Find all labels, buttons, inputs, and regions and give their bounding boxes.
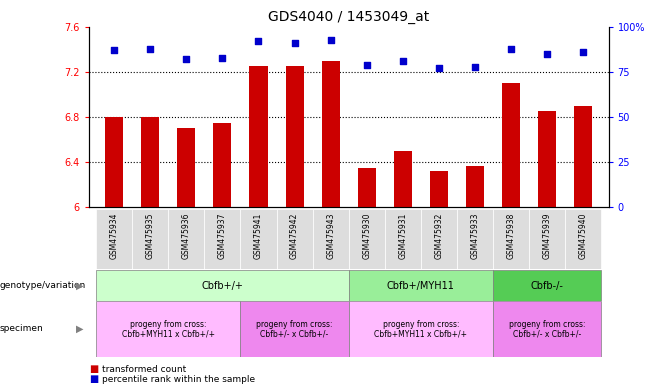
Bar bbox=[421, 209, 457, 269]
Text: progeny from cross:
Cbfb+MYH11 x Cbfb+/+: progeny from cross: Cbfb+MYH11 x Cbfb+/+ bbox=[122, 319, 215, 339]
Text: GSM475942: GSM475942 bbox=[290, 212, 299, 259]
Bar bbox=[96, 209, 132, 269]
Text: GSM475936: GSM475936 bbox=[182, 212, 191, 259]
Bar bbox=[538, 111, 556, 207]
Bar bbox=[493, 270, 601, 301]
Text: progeny from cross:
Cbfb+/- x Cbfb+/-: progeny from cross: Cbfb+/- x Cbfb+/- bbox=[509, 319, 586, 339]
Bar bbox=[132, 209, 168, 269]
Bar bbox=[385, 209, 421, 269]
Text: Cbfb+/+: Cbfb+/+ bbox=[201, 281, 243, 291]
Point bbox=[326, 36, 336, 43]
Text: GSM475937: GSM475937 bbox=[218, 212, 227, 259]
Bar bbox=[205, 209, 240, 269]
Point bbox=[109, 47, 119, 53]
Text: GSM475938: GSM475938 bbox=[507, 212, 516, 259]
Text: GSM475935: GSM475935 bbox=[145, 212, 155, 259]
Text: ▶: ▶ bbox=[76, 323, 83, 333]
Bar bbox=[565, 209, 601, 269]
Bar bbox=[141, 117, 159, 207]
Bar bbox=[430, 171, 448, 207]
Point bbox=[145, 45, 155, 51]
Bar bbox=[322, 61, 340, 207]
Bar bbox=[240, 301, 349, 357]
Bar bbox=[349, 209, 385, 269]
Point bbox=[434, 65, 444, 71]
Text: GSM475932: GSM475932 bbox=[434, 212, 443, 259]
Bar bbox=[105, 117, 123, 207]
Bar bbox=[213, 123, 232, 207]
Text: GSM475931: GSM475931 bbox=[398, 212, 407, 259]
Point bbox=[542, 51, 553, 57]
Text: progeny from cross:
Cbfb+/- x Cbfb+/-: progeny from cross: Cbfb+/- x Cbfb+/- bbox=[257, 319, 333, 339]
Text: Cbfb+/MYH11: Cbfb+/MYH11 bbox=[387, 281, 455, 291]
Point bbox=[217, 55, 228, 61]
Bar bbox=[466, 166, 484, 207]
Text: ■: ■ bbox=[89, 374, 98, 384]
Bar bbox=[177, 128, 195, 207]
Bar bbox=[358, 168, 376, 207]
Text: GSM475930: GSM475930 bbox=[363, 212, 371, 259]
Point bbox=[578, 49, 589, 55]
Point bbox=[253, 38, 264, 45]
Bar bbox=[286, 66, 303, 207]
Text: transformed count: transformed count bbox=[102, 365, 186, 374]
Point bbox=[361, 62, 372, 68]
Text: specimen: specimen bbox=[0, 324, 43, 333]
Text: ▶: ▶ bbox=[76, 281, 83, 291]
Bar bbox=[493, 209, 529, 269]
Text: progeny from cross:
Cbfb+MYH11 x Cbfb+/+: progeny from cross: Cbfb+MYH11 x Cbfb+/+ bbox=[374, 319, 467, 339]
Bar bbox=[493, 301, 601, 357]
Text: ■: ■ bbox=[89, 364, 98, 374]
Text: Cbfb-/-: Cbfb-/- bbox=[531, 281, 564, 291]
Text: GSM475934: GSM475934 bbox=[110, 212, 118, 259]
Bar bbox=[574, 106, 592, 207]
Point bbox=[506, 45, 517, 51]
Text: GSM475941: GSM475941 bbox=[254, 212, 263, 259]
Bar bbox=[457, 209, 493, 269]
Text: GSM475933: GSM475933 bbox=[470, 212, 480, 259]
Bar bbox=[96, 301, 240, 357]
Bar bbox=[96, 270, 349, 301]
Bar bbox=[529, 209, 565, 269]
Point bbox=[290, 40, 300, 46]
Text: percentile rank within the sample: percentile rank within the sample bbox=[102, 375, 255, 384]
Bar bbox=[502, 83, 520, 207]
Text: GSM475939: GSM475939 bbox=[543, 212, 552, 259]
Bar bbox=[240, 209, 276, 269]
Bar bbox=[313, 209, 349, 269]
Point bbox=[181, 56, 191, 63]
Point bbox=[397, 58, 408, 64]
Bar bbox=[168, 209, 205, 269]
Bar bbox=[349, 270, 493, 301]
Text: genotype/variation: genotype/variation bbox=[0, 281, 86, 290]
Bar bbox=[394, 151, 412, 207]
Title: GDS4040 / 1453049_at: GDS4040 / 1453049_at bbox=[268, 10, 430, 25]
Bar bbox=[249, 66, 268, 207]
Bar bbox=[276, 209, 313, 269]
Bar bbox=[349, 301, 493, 357]
Text: GSM475943: GSM475943 bbox=[326, 212, 335, 259]
Point bbox=[470, 63, 480, 70]
Text: GSM475940: GSM475940 bbox=[579, 212, 588, 259]
